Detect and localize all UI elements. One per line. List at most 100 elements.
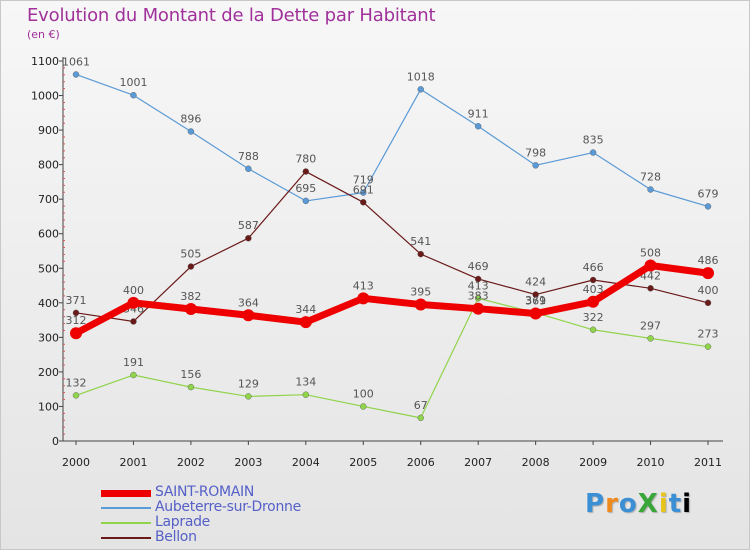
data-point xyxy=(302,391,310,398)
data-point xyxy=(302,168,310,175)
data-label: 486 xyxy=(698,254,719,267)
data-point xyxy=(644,259,657,272)
data-label: 835 xyxy=(583,134,604,147)
data-label: 297 xyxy=(640,319,661,332)
data-label: 587 xyxy=(238,219,259,232)
data-label: 371 xyxy=(525,294,546,307)
data-label: 780 xyxy=(295,153,316,166)
x-tick-label-2007: 2007 xyxy=(464,456,492,469)
data-point xyxy=(357,292,370,305)
data-label: 134 xyxy=(295,376,316,389)
data-point xyxy=(187,263,195,270)
data-point xyxy=(529,307,542,320)
y-tick-label-300: 300 xyxy=(38,331,59,344)
data-point xyxy=(702,267,714,280)
x-tick-label-2000: 2000 xyxy=(62,456,90,469)
data-label: 695 xyxy=(295,182,316,195)
chart-subtitle: (en €) xyxy=(27,28,60,41)
data-label: 400 xyxy=(698,284,719,297)
data-label: 413 xyxy=(353,279,374,292)
data-label: 400 xyxy=(123,284,144,297)
legend-label: SAINT-ROMAIN xyxy=(155,484,255,500)
data-label: 369 xyxy=(525,295,546,308)
y-tick-label-200: 200 xyxy=(38,366,59,379)
data-label: 508 xyxy=(640,247,661,260)
data-point xyxy=(532,291,539,298)
data-label: 129 xyxy=(238,377,259,390)
data-point xyxy=(130,318,137,325)
data-label: 67 xyxy=(414,399,428,412)
data-label: 719 xyxy=(353,174,374,187)
x-tick-label-2008: 2008 xyxy=(522,456,550,469)
data-label: 132 xyxy=(66,376,87,389)
data-label: 395 xyxy=(410,286,431,299)
data-label: 1018 xyxy=(407,70,435,83)
x-tick-label-2006: 2006 xyxy=(407,456,435,469)
data-point xyxy=(474,295,482,302)
data-point xyxy=(72,392,80,399)
data-point xyxy=(184,303,197,316)
y-tick-label-900: 900 xyxy=(38,124,59,137)
data-label: 541 xyxy=(410,235,431,248)
data-label: 364 xyxy=(238,296,259,309)
y-tick-label-400: 400 xyxy=(38,297,59,310)
y-tick-label-100: 100 xyxy=(38,400,59,413)
series-line-1 xyxy=(75,297,709,419)
data-label: 413 xyxy=(468,279,489,292)
data-label: 798 xyxy=(525,146,546,159)
data-label: 322 xyxy=(583,311,604,324)
brand-letter: P xyxy=(585,489,606,519)
data-point xyxy=(414,298,427,311)
x-tick-label-2011: 2011 xyxy=(694,456,722,469)
chart-title: Evolution du Montant de la Dette par Hab… xyxy=(27,5,436,26)
y-tick-label-700: 700 xyxy=(38,193,59,206)
data-point xyxy=(360,403,367,410)
legend-swatch xyxy=(101,537,151,539)
data-label: 191 xyxy=(123,356,144,369)
data-point xyxy=(130,371,137,379)
data-point xyxy=(472,302,485,315)
data-point xyxy=(72,71,80,78)
data-point xyxy=(474,275,482,283)
brand-letter: t xyxy=(668,489,683,519)
x-tick-label-2003: 2003 xyxy=(234,456,262,469)
data-point xyxy=(245,393,252,400)
x-tick-label-2001: 2001 xyxy=(119,456,147,469)
data-point xyxy=(245,235,252,242)
y-tick-label-600: 600 xyxy=(38,228,59,241)
series-line-2 xyxy=(75,170,709,323)
data-label: 1001 xyxy=(119,76,147,89)
brand-letter: i xyxy=(682,489,693,519)
data-point xyxy=(417,250,424,258)
data-point xyxy=(130,91,137,99)
brand-logo: ProXiti xyxy=(585,489,692,519)
y-tick-label-800: 800 xyxy=(38,159,59,172)
data-label: 896 xyxy=(180,112,201,125)
legend-swatch xyxy=(101,507,151,509)
data-label: 728 xyxy=(640,171,661,184)
data-label: 505 xyxy=(180,248,201,261)
x-tick-label-2009: 2009 xyxy=(579,456,607,469)
y-tick-label-0: 0 xyxy=(52,435,59,448)
data-label: 788 xyxy=(238,150,259,163)
data-label: 691 xyxy=(353,183,374,196)
data-point xyxy=(417,414,424,422)
brand-letter: i xyxy=(658,489,669,519)
brand-letter: X xyxy=(637,489,659,519)
data-label: 469 xyxy=(468,260,489,273)
data-label: 273 xyxy=(698,328,719,341)
data-point xyxy=(647,335,654,342)
data-point xyxy=(187,383,195,391)
data-label: 382 xyxy=(180,290,201,303)
series-line-3 xyxy=(72,262,712,337)
data-point xyxy=(587,295,600,308)
data-label: 679 xyxy=(698,187,719,200)
data-label: 383 xyxy=(468,290,489,303)
data-label: 371 xyxy=(66,294,87,307)
series-line-0 xyxy=(75,73,709,208)
data-point xyxy=(704,343,712,350)
data-point xyxy=(72,309,80,317)
data-label: 100 xyxy=(353,387,374,400)
